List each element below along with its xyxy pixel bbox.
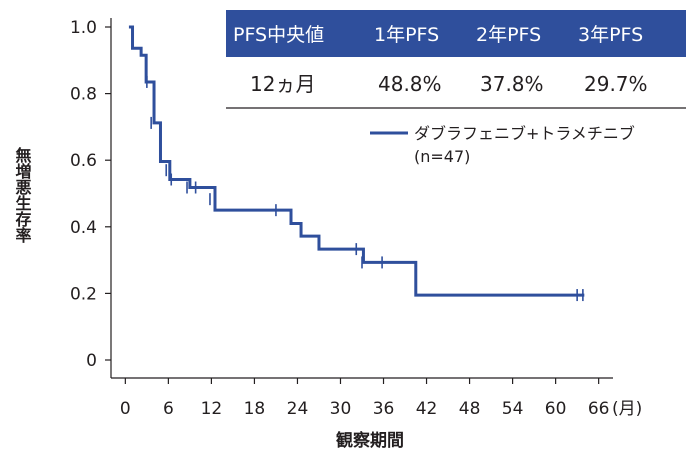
x-tick-label: 54 [502,399,524,419]
pfs-summary-table: PFS中央値 1年PFS 2年PFS 3年PFS 12ヵ月 48.8% 37.8… [226,10,686,109]
legend-label: ダブラフェニブ+トラメチニブ [414,124,635,143]
x-tick-label: 18 [244,399,266,419]
table-value-median: 12ヵ月 [250,72,315,96]
table-header-2yr: 2年PFS [476,24,541,46]
x-tick-label: 48 [459,399,481,419]
y-tick-label: 0.2 [70,284,97,304]
x-axis-title: 観察期間 [336,430,404,451]
y-tick-label: 0.6 [70,151,97,171]
x-axis-ticks: 0 6 12 18 24 30 36 42 48 54 60 66 [120,378,610,419]
y-tick-label: 1.0 [70,18,97,38]
x-axis-unit: (月) [612,399,642,419]
x-tick-label: 24 [287,399,309,419]
table-value-3yr: 29.7% [584,72,648,96]
y-tick-label: 0.4 [70,218,97,238]
x-tick-label: 6 [163,399,174,419]
x-tick-label: 42 [416,399,438,419]
table-value-2yr: 37.8% [480,72,544,96]
axes [110,18,613,379]
table-header-median: PFS中央値 [233,24,324,46]
x-tick-label: 0 [120,399,131,419]
x-tick-label: 36 [373,399,395,419]
km-step-line [128,25,585,297]
y-axis-title: 無増悪生存率 [13,146,32,244]
x-tick-label: 60 [545,399,567,419]
table-header-1yr: 1年PFS [374,24,439,46]
x-tick-label: 66 [588,399,610,419]
table-header-background [226,10,686,57]
table-header-3yr: 3年PFS [578,24,643,46]
table-value-1yr: 48.8% [378,72,442,96]
km-series-group [128,25,585,302]
legend-n: (n=47) [414,147,470,166]
y-tick-label: 0.8 [70,85,97,105]
y-tick-label: 0 [86,351,97,371]
x-tick-label: 30 [330,399,352,419]
y-axis-ticks: 0 0.2 0.4 0.6 0.8 1.0 [70,18,111,371]
legend: ダブラフェニブ+トラメチニブ (n=47) [370,124,635,166]
x-tick-label: 12 [201,399,223,419]
